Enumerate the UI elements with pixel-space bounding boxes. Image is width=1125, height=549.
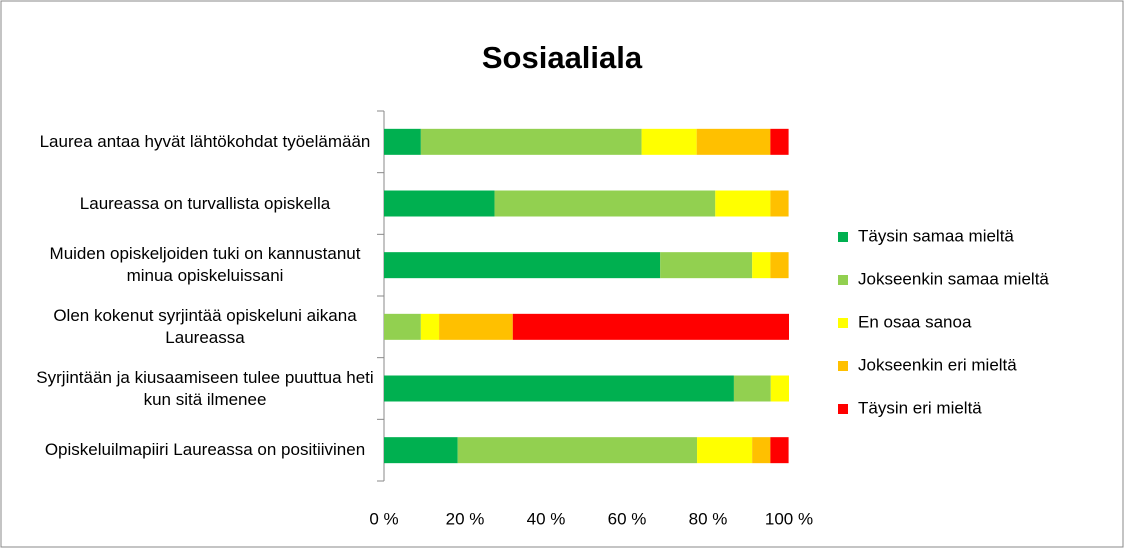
bar-segment bbox=[384, 252, 661, 279]
bar-segment bbox=[420, 128, 642, 155]
y-tick-label: Olen kokenut syrjintää opiskeluni aikana… bbox=[53, 305, 357, 347]
bar-segment bbox=[770, 128, 789, 155]
bar-segment bbox=[420, 313, 440, 340]
bar-segment bbox=[770, 252, 789, 279]
bar-segment bbox=[494, 190, 716, 217]
legend-label: En osaa sanoa bbox=[858, 312, 972, 331]
y-tick-label: Syrjintään ja kiusaamiseen tulee puuttua… bbox=[36, 367, 374, 409]
bar-segment bbox=[715, 190, 771, 217]
legend-label: Jokseenkin samaa mieltä bbox=[858, 269, 1049, 288]
bar-segment bbox=[697, 437, 753, 464]
bar-segment bbox=[770, 437, 789, 464]
bar-segment bbox=[770, 375, 789, 402]
y-tick-label: Opiskeluilmapiiri Laureassa on positiivi… bbox=[44, 440, 366, 460]
bar-segment bbox=[512, 313, 789, 340]
bar-segment bbox=[384, 128, 421, 155]
legend-label: Jokseenkin eri mieltä bbox=[858, 355, 1017, 374]
bar-segment bbox=[384, 375, 734, 402]
legend-swatch bbox=[838, 232, 848, 242]
legend-swatch bbox=[838, 318, 848, 328]
x-tick-label: 100 % bbox=[765, 509, 813, 528]
bar-segment bbox=[384, 437, 458, 464]
bar-segment bbox=[696, 128, 771, 155]
bar-segment bbox=[457, 437, 698, 464]
bar-segment bbox=[384, 190, 495, 217]
legend-swatch bbox=[838, 361, 848, 371]
bar-segment bbox=[770, 190, 789, 217]
y-tick-label: Muiden opiskeljoiden tuki on kannustanut… bbox=[49, 244, 361, 286]
legend-label: Täysin eri mieltä bbox=[858, 398, 982, 417]
x-tick-label: 80 % bbox=[689, 509, 728, 528]
x-tick-label: 60 % bbox=[608, 509, 647, 528]
bar-segment bbox=[641, 128, 697, 155]
legend-swatch bbox=[838, 275, 848, 285]
x-tick-label: 40 % bbox=[527, 509, 566, 528]
bar-segment bbox=[752, 437, 771, 464]
bar-segment bbox=[752, 252, 771, 279]
legend-swatch bbox=[838, 404, 848, 414]
bar-segment bbox=[660, 252, 753, 279]
x-tick-label: 0 % bbox=[369, 509, 398, 528]
y-tick-label: Laurea antaa hyvät lähtökohdat työelämää… bbox=[39, 131, 371, 151]
y-tick-label: Laureassa on turvallista opiskella bbox=[79, 193, 331, 213]
legend-label: Täysin samaa mieltä bbox=[858, 226, 1014, 245]
chart-title: Sosiaaliala bbox=[482, 40, 643, 75]
bar-segment bbox=[439, 313, 513, 340]
bar-segment bbox=[733, 375, 771, 402]
x-tick-label: 20 % bbox=[446, 509, 485, 528]
bar-segment bbox=[384, 313, 421, 340]
